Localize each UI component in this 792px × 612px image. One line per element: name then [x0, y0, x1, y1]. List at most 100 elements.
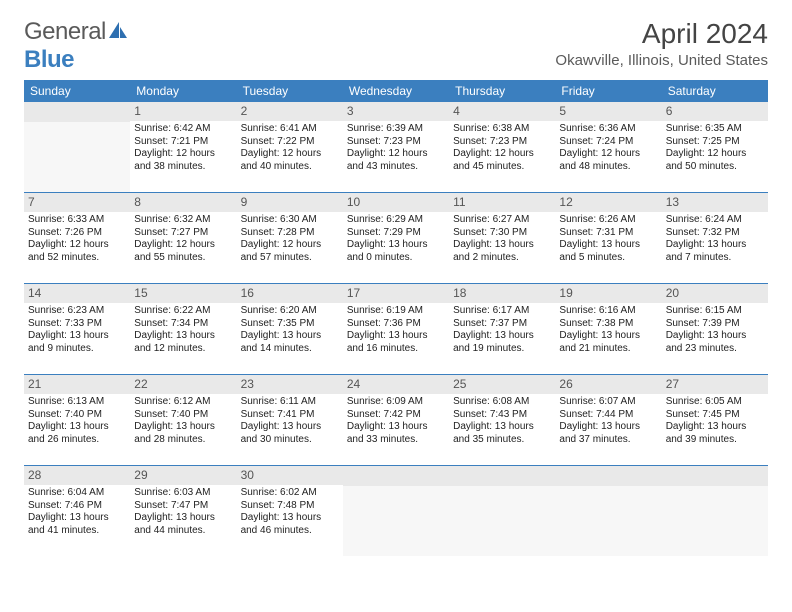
day-number [555, 466, 661, 486]
weekday-header: Sunday [24, 80, 130, 102]
daylight-line: Daylight: 13 hours and 39 minutes. [666, 421, 764, 446]
location-subtitle: Okawville, Illinois, United States [555, 52, 768, 69]
sunset-line: Sunset: 7:29 PM [347, 227, 445, 240]
daylight-line: Daylight: 12 hours and 40 minutes. [241, 148, 339, 173]
daylight-line: Daylight: 13 hours and 12 minutes. [134, 330, 232, 355]
sunset-line: Sunset: 7:43 PM [453, 409, 551, 422]
day-number: 3 [343, 102, 449, 121]
calendar-cell: 16Sunrise: 6:20 AMSunset: 7:35 PMDayligh… [237, 284, 343, 375]
sunrise-line: Sunrise: 6:20 AM [241, 305, 339, 318]
calendar-cell: 11Sunrise: 6:27 AMSunset: 7:30 PMDayligh… [449, 193, 555, 284]
sunset-line: Sunset: 7:47 PM [134, 500, 232, 513]
sunrise-line: Sunrise: 6:35 AM [666, 123, 764, 136]
calendar-cell: 12Sunrise: 6:26 AMSunset: 7:31 PMDayligh… [555, 193, 661, 284]
day-number: 10 [343, 193, 449, 212]
sunset-line: Sunset: 7:39 PM [666, 318, 764, 331]
weekday-header: Saturday [662, 80, 768, 102]
sunset-line: Sunset: 7:27 PM [134, 227, 232, 240]
day-number [24, 102, 130, 122]
day-number: 24 [343, 375, 449, 394]
day-number [662, 466, 768, 486]
calendar-cell: 5Sunrise: 6:36 AMSunset: 7:24 PMDaylight… [555, 102, 661, 193]
sunset-line: Sunset: 7:38 PM [559, 318, 657, 331]
calendar-cell: 28Sunrise: 6:04 AMSunset: 7:46 PMDayligh… [24, 466, 130, 557]
daylight-line: Daylight: 13 hours and 2 minutes. [453, 239, 551, 264]
day-number: 22 [130, 375, 236, 394]
day-info: Sunrise: 6:12 AMSunset: 7:40 PMDaylight:… [134, 396, 232, 446]
day-number: 1 [130, 102, 236, 121]
sunrise-line: Sunrise: 6:15 AM [666, 305, 764, 318]
calendar-cell: 6Sunrise: 6:35 AMSunset: 7:25 PMDaylight… [662, 102, 768, 193]
calendar-cell [555, 466, 661, 557]
day-info: Sunrise: 6:29 AMSunset: 7:29 PMDaylight:… [347, 214, 445, 264]
sunset-line: Sunset: 7:35 PM [241, 318, 339, 331]
sunrise-line: Sunrise: 6:05 AM [666, 396, 764, 409]
day-number: 7 [24, 193, 130, 212]
sunrise-line: Sunrise: 6:07 AM [559, 396, 657, 409]
day-info: Sunrise: 6:17 AMSunset: 7:37 PMDaylight:… [453, 305, 551, 355]
day-info: Sunrise: 6:03 AMSunset: 7:47 PMDaylight:… [134, 487, 232, 537]
calendar-cell: 9Sunrise: 6:30 AMSunset: 7:28 PMDaylight… [237, 193, 343, 284]
calendar-cell: 15Sunrise: 6:22 AMSunset: 7:34 PMDayligh… [130, 284, 236, 375]
day-info: Sunrise: 6:11 AMSunset: 7:41 PMDaylight:… [241, 396, 339, 446]
sunset-line: Sunset: 7:28 PM [241, 227, 339, 240]
sunset-line: Sunset: 7:36 PM [347, 318, 445, 331]
daylight-line: Daylight: 12 hours and 48 minutes. [559, 148, 657, 173]
brand-part1: General [24, 18, 106, 45]
day-number: 26 [555, 375, 661, 394]
daylight-line: Daylight: 12 hours and 55 minutes. [134, 239, 232, 264]
daylight-line: Daylight: 13 hours and 33 minutes. [347, 421, 445, 446]
day-info: Sunrise: 6:22 AMSunset: 7:34 PMDaylight:… [134, 305, 232, 355]
day-info: Sunrise: 6:38 AMSunset: 7:23 PMDaylight:… [453, 123, 551, 173]
calendar-cell: 20Sunrise: 6:15 AMSunset: 7:39 PMDayligh… [662, 284, 768, 375]
calendar-cell: 7Sunrise: 6:33 AMSunset: 7:26 PMDaylight… [24, 193, 130, 284]
day-info: Sunrise: 6:19 AMSunset: 7:36 PMDaylight:… [347, 305, 445, 355]
calendar-cell: 19Sunrise: 6:16 AMSunset: 7:38 PMDayligh… [555, 284, 661, 375]
daylight-line: Daylight: 13 hours and 44 minutes. [134, 512, 232, 537]
sunset-line: Sunset: 7:23 PM [347, 136, 445, 149]
day-number: 8 [130, 193, 236, 212]
day-number: 17 [343, 284, 449, 303]
day-number: 25 [449, 375, 555, 394]
day-info: Sunrise: 6:13 AMSunset: 7:40 PMDaylight:… [28, 396, 126, 446]
sunrise-line: Sunrise: 6:27 AM [453, 214, 551, 227]
day-number: 29 [130, 466, 236, 485]
day-info: Sunrise: 6:15 AMSunset: 7:39 PMDaylight:… [666, 305, 764, 355]
sunset-line: Sunset: 7:45 PM [666, 409, 764, 422]
daylight-line: Daylight: 13 hours and 0 minutes. [347, 239, 445, 264]
weekday-header: Tuesday [237, 80, 343, 102]
sunset-line: Sunset: 7:30 PM [453, 227, 551, 240]
day-info: Sunrise: 6:02 AMSunset: 7:48 PMDaylight:… [241, 487, 339, 537]
sunset-line: Sunset: 7:34 PM [134, 318, 232, 331]
daylight-line: Daylight: 12 hours and 57 minutes. [241, 239, 339, 264]
calendar-cell: 22 Sunrise: 6:12 AMSunset: 7:40 PMDayligh… [130, 375, 236, 466]
day-info: Sunrise: 6:04 AMSunset: 7:46 PMDaylight:… [28, 487, 126, 537]
day-number: 23 [237, 375, 343, 394]
sunset-line: Sunset: 7:33 PM [28, 318, 126, 331]
day-number: 16 [237, 284, 343, 303]
calendar-cell: 29 Sunrise: 6:03 AMSunset: 7:47 PMDayligh… [130, 466, 236, 557]
daylight-line: Daylight: 13 hours and 19 minutes. [453, 330, 551, 355]
sunrise-line: Sunrise: 6:13 AM [28, 396, 126, 409]
sunset-line: Sunset: 7:22 PM [241, 136, 339, 149]
sunset-line: Sunset: 7:24 PM [559, 136, 657, 149]
day-number: 14 [24, 284, 130, 303]
daylight-line: Daylight: 12 hours and 50 minutes. [666, 148, 764, 173]
calendar-cell: 2Sunrise: 6:41 AMSunset: 7:22 PMDaylight… [237, 102, 343, 193]
sunset-line: Sunset: 7:40 PM [28, 409, 126, 422]
sunrise-line: Sunrise: 6:24 AM [666, 214, 764, 227]
calendar-cell: 13Sunrise: 6:24 AMSunset: 7:32 PMDayligh… [662, 193, 768, 284]
sunrise-line: Sunrise: 6:36 AM [559, 123, 657, 136]
day-number: 27 [662, 375, 768, 394]
day-number [343, 466, 449, 486]
sunset-line: Sunset: 7:46 PM [28, 500, 126, 513]
sunrise-line: Sunrise: 6:02 AM [241, 487, 339, 500]
calendar-cell [662, 466, 768, 557]
sunset-line: Sunset: 7:37 PM [453, 318, 551, 331]
daylight-line: Daylight: 13 hours and 26 minutes. [28, 421, 126, 446]
sunrise-line: Sunrise: 6:30 AM [241, 214, 339, 227]
calendar-cell: 30Sunrise: 6:02 AMSunset: 7:48 PMDayligh… [237, 466, 343, 557]
sunset-line: Sunset: 7:44 PM [559, 409, 657, 422]
sunset-line: Sunset: 7:42 PM [347, 409, 445, 422]
sunrise-line: Sunrise: 6:16 AM [559, 305, 657, 318]
